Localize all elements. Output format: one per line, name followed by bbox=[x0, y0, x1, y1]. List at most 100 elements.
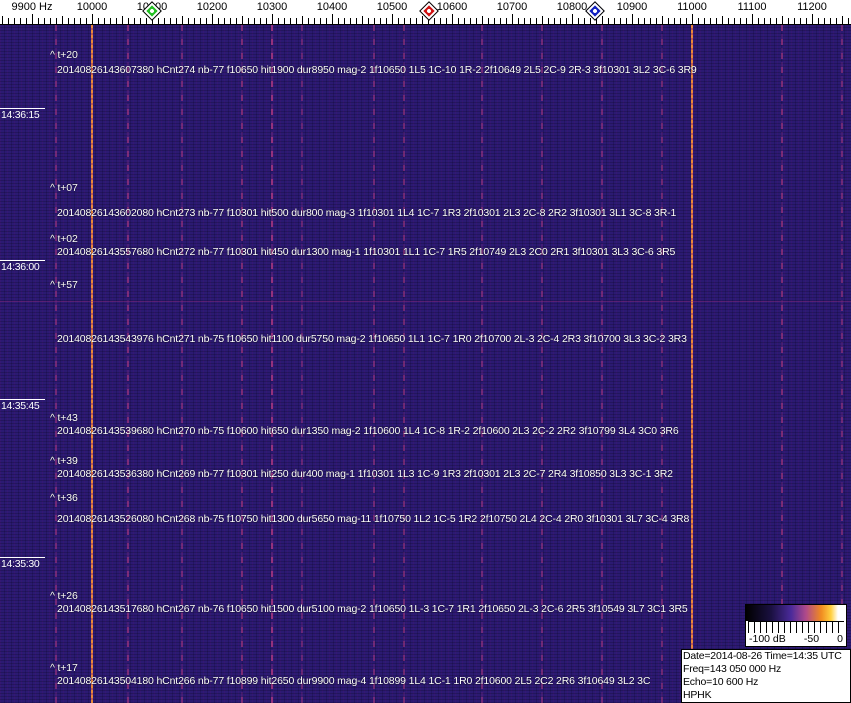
ruler-tick bbox=[404, 18, 405, 24]
signal-line bbox=[373, 25, 375, 703]
ruler-tick bbox=[776, 18, 777, 24]
signal-line bbox=[841, 25, 843, 703]
ruler-tick bbox=[296, 18, 297, 24]
red-marker-icon[interactable] bbox=[419, 1, 440, 21]
ruler-tick bbox=[620, 18, 621, 24]
ruler-tick bbox=[734, 18, 735, 24]
ruler-tick bbox=[596, 18, 597, 24]
detection-line: 20140826143543976 hCnt271 nb-75 f10650 h… bbox=[57, 333, 687, 345]
ruler-tick bbox=[422, 16, 423, 24]
ruler-tick bbox=[56, 18, 57, 24]
frequency-label: 10800 bbox=[556, 1, 588, 13]
ruler-tick bbox=[50, 18, 51, 24]
color-scale-label: -100 dB bbox=[749, 633, 786, 645]
signal-line bbox=[241, 25, 243, 703]
ruler-tick bbox=[740, 18, 741, 24]
ruler-tick bbox=[692, 14, 693, 24]
ruler-tick bbox=[770, 18, 771, 24]
time-label: 14:36:15 bbox=[0, 108, 45, 121]
signal-line bbox=[301, 25, 303, 703]
frequency-label: 11200 bbox=[797, 1, 827, 13]
ruler-tick bbox=[482, 16, 483, 24]
ruler-tick bbox=[668, 18, 669, 24]
detection-line: 20140826143517680 hCnt267 nb-76 f10650 h… bbox=[57, 603, 688, 615]
ruler-tick bbox=[470, 18, 471, 24]
ruler-tick bbox=[476, 18, 477, 24]
detection-line: 20140826143536380 hCnt269 nb-77 f10301 h… bbox=[57, 468, 673, 480]
ruler-tick bbox=[266, 18, 267, 24]
blue-marker-icon[interactable] bbox=[584, 1, 605, 21]
detection-offset: ^ t+02 bbox=[50, 233, 78, 245]
ruler-tick bbox=[332, 14, 333, 24]
waterfall-spectrogram[interactable]: 14:36:15 14:36:00 14:35:45 14:35:30 ^ t+… bbox=[0, 25, 851, 703]
ruler-tick bbox=[644, 18, 645, 24]
detection-offset: ^ t+17 bbox=[50, 662, 78, 674]
ruler-tick bbox=[452, 14, 453, 24]
ruler-tick bbox=[752, 14, 753, 24]
ruler-tick bbox=[698, 18, 699, 24]
ruler-tick bbox=[494, 18, 495, 24]
ruler-tick bbox=[746, 18, 747, 24]
ruler-tick bbox=[236, 18, 237, 24]
ruler-tick bbox=[806, 18, 807, 24]
ruler-tick bbox=[722, 16, 723, 24]
info-box: Date=2014-08-26 Time=14:35 UTC Freq=143 … bbox=[681, 649, 851, 703]
ruler-tick bbox=[194, 18, 195, 24]
ruler-tick bbox=[320, 18, 321, 24]
ruler-tick bbox=[68, 18, 69, 24]
ruler-tick bbox=[158, 18, 159, 24]
ruler-tick bbox=[362, 16, 363, 24]
ruler-tick bbox=[824, 18, 825, 24]
ruler-tick bbox=[632, 14, 633, 24]
signal-line bbox=[481, 25, 483, 703]
date-time: Date=2014-08-26 Time=14:35 UTC bbox=[683, 650, 842, 662]
ruler-tick bbox=[116, 18, 117, 24]
signal-line bbox=[271, 25, 273, 703]
signal-line bbox=[403, 25, 405, 703]
ruler-tick bbox=[674, 18, 675, 24]
ruler-tick bbox=[398, 18, 399, 24]
ruler-tick bbox=[2, 16, 3, 24]
ruler-tick bbox=[224, 18, 225, 24]
ruler-tick bbox=[260, 18, 261, 24]
ruler-tick bbox=[278, 18, 279, 24]
time-label: 14:35:45 bbox=[0, 399, 45, 412]
color-scale-legend: -100 dB -50 0 bbox=[745, 604, 847, 647]
ruler-tick bbox=[146, 18, 147, 24]
frequency-ruler[interactable]: 9900 Hz100001010010200103001040010500106… bbox=[0, 0, 851, 25]
detection-line: 20140826143526080 hCnt268 nb-75 f10750 h… bbox=[57, 513, 690, 525]
ruler-tick bbox=[140, 18, 141, 24]
ruler-tick bbox=[170, 18, 171, 24]
time-label: 14:35:30 bbox=[0, 557, 45, 570]
ruler-tick bbox=[836, 18, 837, 24]
ruler-tick bbox=[728, 18, 729, 24]
ruler-tick bbox=[638, 18, 639, 24]
ruler-tick bbox=[512, 14, 513, 24]
detection-line: 20140826143504180 hCnt266 nb-77 f10899 h… bbox=[57, 675, 651, 687]
detection-offset: ^ t+43 bbox=[50, 412, 78, 424]
detection-offset: ^ t+26 bbox=[50, 590, 78, 602]
ruler-tick bbox=[812, 14, 813, 24]
ruler-tick bbox=[548, 18, 549, 24]
detection-line: 20140826143607380 hCnt274 nb-77 f10650 h… bbox=[57, 64, 697, 76]
frequency: Freq=143 050 000 Hz bbox=[683, 663, 782, 675]
ruler-tick bbox=[356, 18, 357, 24]
ruler-tick bbox=[182, 16, 183, 24]
ruler-tick bbox=[554, 18, 555, 24]
ruler-tick bbox=[650, 18, 651, 24]
ruler-tick bbox=[44, 18, 45, 24]
ruler-tick bbox=[662, 16, 663, 24]
ruler-tick bbox=[314, 18, 315, 24]
ruler-tick bbox=[410, 18, 411, 24]
ruler-tick bbox=[128, 18, 129, 24]
color-scale-label: 0 bbox=[837, 633, 843, 645]
detection-offset: ^ t+07 bbox=[50, 182, 78, 194]
ruler-tick bbox=[446, 18, 447, 24]
frequency-label: 11000 bbox=[677, 1, 707, 13]
ruler-tick bbox=[218, 18, 219, 24]
ruler-tick bbox=[62, 16, 63, 24]
ruler-tick bbox=[524, 18, 525, 24]
ruler-tick bbox=[704, 18, 705, 24]
ruler-tick bbox=[176, 18, 177, 24]
ruler-tick bbox=[764, 18, 765, 24]
